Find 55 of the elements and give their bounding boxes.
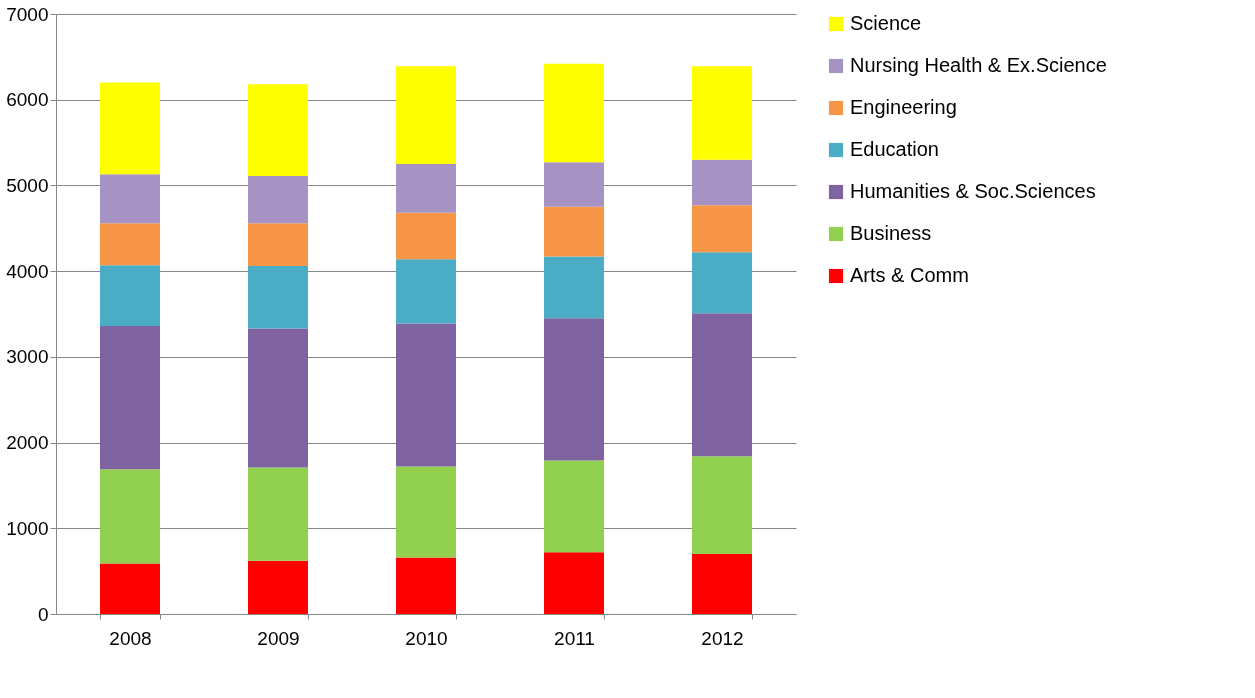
x-tick-label: 2009 [257, 627, 300, 649]
bar [692, 252, 752, 314]
bar [248, 176, 308, 224]
bar [692, 205, 752, 253]
bar [692, 456, 752, 554]
y-tick-label: 4000 [6, 260, 49, 282]
bar [396, 323, 456, 467]
bar [396, 212, 456, 260]
bar [544, 318, 604, 461]
legend-label: Nursing Health & Ex.Science [850, 54, 1107, 76]
bar [396, 557, 456, 614]
bar [396, 66, 456, 164]
bar [100, 223, 160, 266]
bar [692, 313, 752, 457]
bar [396, 164, 456, 213]
legend-label: Humanities & Soc.Sciences [850, 180, 1096, 202]
bar [248, 560, 308, 614]
bar [248, 328, 308, 468]
bar [100, 469, 160, 564]
y-tick-label: 2000 [6, 432, 49, 454]
bar [544, 552, 604, 614]
bar [544, 460, 604, 553]
bar [544, 206, 604, 257]
y-tick-label: 5000 [6, 174, 49, 196]
bar [544, 63, 604, 163]
x-tick-label: 2010 [405, 627, 448, 649]
bar [100, 82, 160, 175]
bar [396, 466, 456, 558]
bar [100, 326, 160, 470]
legend-label: Science [850, 12, 922, 34]
x-tick-label: 2008 [109, 627, 152, 649]
bar [100, 563, 160, 614]
bar [248, 266, 308, 329]
bar [396, 259, 456, 324]
y-tick-label: 7000 [6, 3, 49, 25]
bar [544, 162, 604, 207]
bar [692, 159, 752, 206]
y-tick-label: 1000 [6, 517, 49, 539]
bar [248, 223, 308, 266]
bar [100, 174, 160, 224]
legend-label: Education [850, 138, 939, 160]
x-tick-label: 2011 [554, 627, 595, 649]
bar [692, 554, 752, 614]
legend-label: Engineering [850, 96, 957, 118]
y-tick-label: 6000 [6, 89, 49, 111]
bar [248, 467, 308, 561]
bar [248, 84, 308, 176]
bar [544, 256, 604, 319]
legend-label: Arts & Comm [850, 264, 969, 286]
legend-label: Business [850, 222, 932, 244]
y-tick-label: 3000 [6, 346, 49, 368]
y-tick-label: 0 [37, 603, 49, 625]
bar [100, 265, 160, 326]
x-tick-label: 2012 [701, 627, 744, 649]
bar [692, 66, 752, 160]
